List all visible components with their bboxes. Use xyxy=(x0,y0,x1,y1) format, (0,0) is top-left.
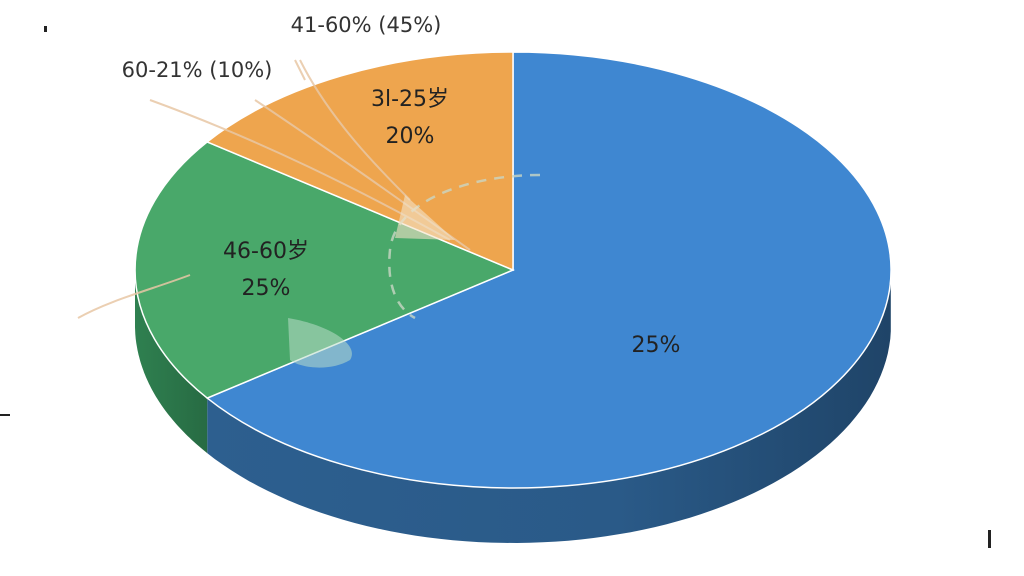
stray-marks xyxy=(0,26,991,548)
pie-side-walls xyxy=(135,270,891,543)
slice-label-orange-value: 20% xyxy=(386,124,435,149)
pie-side-1 xyxy=(135,270,208,454)
slice-label-green-value: 25% xyxy=(242,276,291,301)
slice-label-green-name: 46-60岁 xyxy=(223,239,309,264)
slice-label-orange-name: 3l-25岁 xyxy=(371,87,449,112)
pie-side-0 xyxy=(207,276,891,543)
pie-slice-2 xyxy=(205,51,514,272)
pie-slices xyxy=(134,51,892,489)
callout-top: 41-60% (45%) xyxy=(291,13,442,37)
slice-label-blue-value: 25% xyxy=(632,333,681,358)
pie-slice-0 xyxy=(205,51,892,489)
slice-labels: 3l-25岁 20% 46-60岁 25% 25% xyxy=(223,87,680,358)
callout-left: 60-21% (10%) xyxy=(122,58,273,82)
pie-slice-1 xyxy=(134,141,515,399)
callout-labels: 41-60% (45%) 60-21% (10%) xyxy=(122,13,442,82)
highlight-shapes xyxy=(288,195,455,368)
